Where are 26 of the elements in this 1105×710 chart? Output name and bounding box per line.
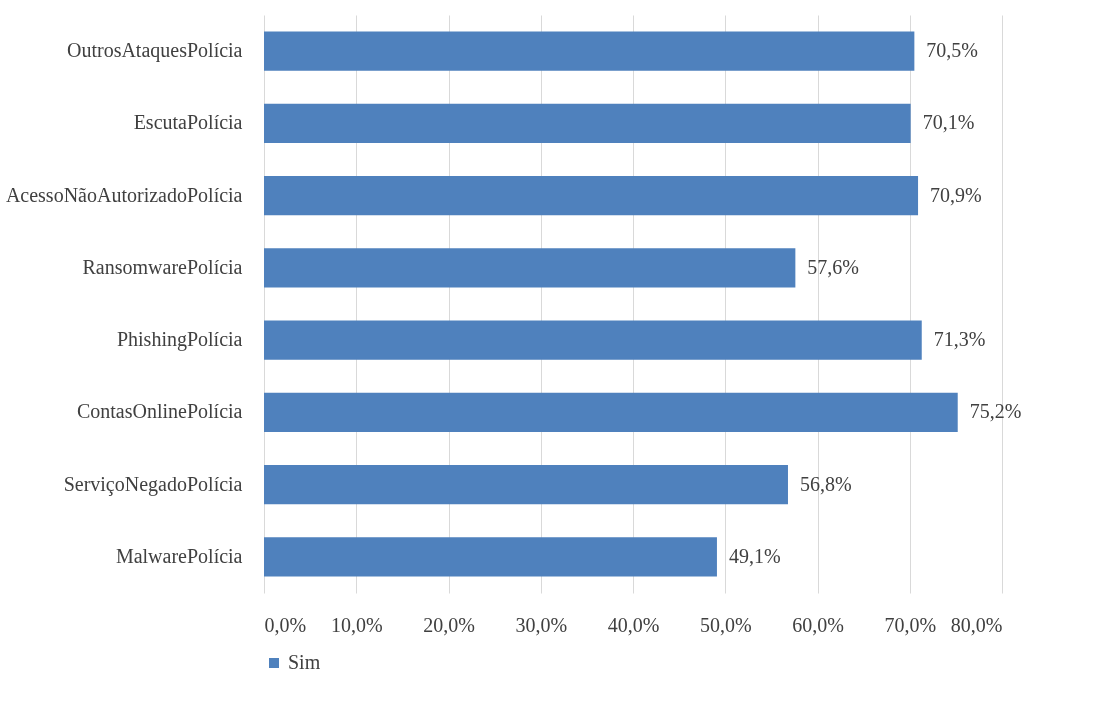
data-label: 71,3% <box>933 328 986 351</box>
y-tick-label: ContasOnlinePolícia <box>76 400 243 423</box>
y-tick-label: MalwarePolícia <box>115 544 243 567</box>
y-tick-label: OutrosAtaquesPolícia <box>66 39 243 63</box>
y-tick-label: EscutaPolícia <box>133 111 243 134</box>
data-label: 57,6% <box>807 255 860 278</box>
x-tick-label: 50,0% <box>699 613 752 636</box>
data-label: 49,1% <box>728 544 781 567</box>
y-tick-label: RansomwarePolícia <box>82 255 243 278</box>
legend-label: Sim <box>288 651 321 673</box>
data-label: 70,9% <box>930 183 982 206</box>
data-label: 70,1% <box>922 111 975 134</box>
x-tick-label: 30,0% <box>515 613 568 636</box>
x-tick-label: 70,0% <box>884 613 937 636</box>
data-label: 56,8% <box>799 472 852 495</box>
x-tick-label: 40,0% <box>607 613 660 636</box>
x-tick-label: 0,0% <box>264 613 307 636</box>
x-tick-label: 60,0% <box>792 613 844 636</box>
y-tick-label: PhishingPolícia <box>116 328 243 352</box>
x-tick-label: 80,0% <box>950 613 1003 636</box>
data-label: 70,5% <box>926 39 979 62</box>
data-label: 75,2% <box>969 400 1022 423</box>
y-tick-label: AcessoNãoAutorizadoPolícia <box>5 183 243 206</box>
x-tick-label: 20,0% <box>423 613 475 636</box>
x-tick-label: 10,0% <box>330 613 383 636</box>
y-tick-label: ServiçoNegadoPolícia <box>63 472 243 496</box>
